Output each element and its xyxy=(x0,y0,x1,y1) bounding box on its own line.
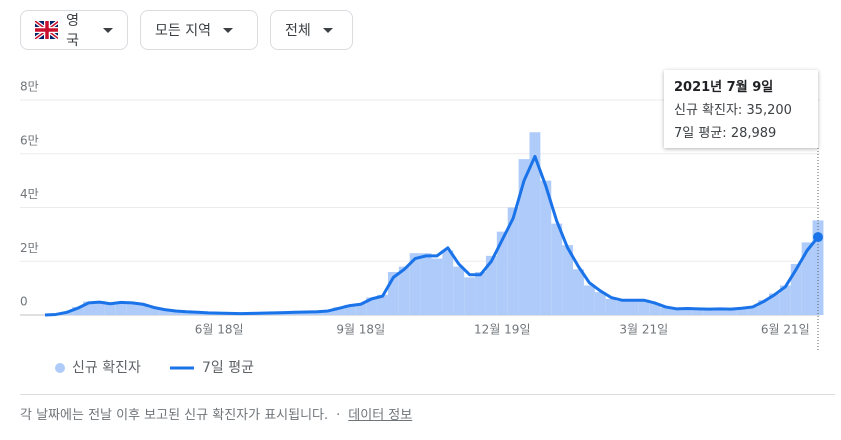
bar xyxy=(507,207,519,315)
bar xyxy=(605,298,617,315)
tooltip-value: 35,200 xyxy=(746,103,792,118)
bar xyxy=(170,311,182,315)
bar xyxy=(126,303,138,315)
bar xyxy=(551,223,563,315)
tooltip-value: 28,989 xyxy=(730,126,777,141)
x-tick-label: 9월 18일 xyxy=(336,323,385,337)
bar xyxy=(409,253,421,315)
bar xyxy=(485,255,497,315)
bar xyxy=(790,263,802,315)
x-tick-label: 6월 18일 xyxy=(195,323,244,337)
tooltip-title: 2021년 7월 9일 xyxy=(674,80,774,95)
x-tick-label: 6월 21일 xyxy=(761,323,810,337)
bar xyxy=(333,307,345,315)
x-tick-label: 3월 21일 xyxy=(619,323,668,337)
bar xyxy=(692,308,704,315)
bar xyxy=(583,285,595,315)
bar xyxy=(159,309,171,315)
bar xyxy=(725,309,737,315)
bar xyxy=(475,272,486,315)
bar xyxy=(540,180,552,315)
bar xyxy=(638,299,650,315)
bar xyxy=(649,303,661,315)
bar xyxy=(366,297,378,315)
separator: · xyxy=(336,408,341,423)
bar xyxy=(83,301,94,315)
bar xyxy=(703,309,715,315)
bar xyxy=(758,300,770,315)
bar xyxy=(801,242,813,315)
bar xyxy=(115,301,127,315)
bar xyxy=(779,285,791,315)
bar xyxy=(398,266,410,315)
bar xyxy=(747,306,759,315)
bar xyxy=(736,308,748,315)
hover-dot xyxy=(813,232,823,243)
bar xyxy=(72,306,84,315)
bar xyxy=(442,250,454,315)
bar xyxy=(562,245,574,315)
y-tick-label: 8만 xyxy=(20,80,39,94)
bar xyxy=(518,159,530,315)
bar xyxy=(322,310,334,315)
bar xyxy=(355,303,367,315)
tooltip-label: 신규 확진자: xyxy=(674,103,743,118)
bar xyxy=(496,231,508,315)
bar xyxy=(420,253,432,315)
bar xyxy=(714,308,726,315)
filter-label: 모든 지역 xyxy=(155,23,211,39)
bar xyxy=(812,220,824,315)
bar xyxy=(377,294,388,315)
filter-label: 영국 xyxy=(66,13,80,49)
bar xyxy=(137,304,149,315)
legend-label: 신규 확진자 xyxy=(72,360,141,376)
bar xyxy=(453,266,465,315)
legend-label: 7일 평균 xyxy=(202,360,254,376)
bar xyxy=(344,304,356,315)
uk-flag xyxy=(35,21,59,39)
filter-label: 전체 xyxy=(285,23,311,39)
bar xyxy=(660,307,672,315)
country-filter[interactable]: 영국 xyxy=(20,10,128,50)
legend-marker xyxy=(55,363,65,373)
x-tick-label: 12월 19일 xyxy=(474,323,530,337)
bar xyxy=(431,258,443,315)
bar xyxy=(387,272,399,315)
bar xyxy=(181,312,192,315)
bar xyxy=(671,309,682,315)
footer-note: 각 날짜에는 전날 이후 보고된 신규 확진자가 표시됩니다. xyxy=(20,408,329,423)
bar xyxy=(464,277,476,315)
footer: 각 날짜에는 전날 이후 보고된 신규 확진자가 표시됩니다. · 데이터 정보 xyxy=(20,394,835,423)
bar xyxy=(573,269,584,315)
bar xyxy=(529,132,541,315)
data-info-link[interactable]: 데이터 정보 xyxy=(348,408,413,423)
bar xyxy=(681,308,693,315)
bar xyxy=(769,293,780,315)
y-tick-label: 6만 xyxy=(20,133,39,147)
region-filter[interactable]: 모든 지역 xyxy=(140,10,258,50)
tooltip-row: 신규 확진자: 35,200 xyxy=(674,99,808,122)
bar xyxy=(594,292,606,315)
y-tick-label: 0 xyxy=(20,295,28,309)
bar xyxy=(148,308,160,315)
average-line xyxy=(44,154,820,317)
bar xyxy=(627,299,639,315)
bar xyxy=(104,304,116,315)
tooltip-row: 7일 평균: 28,989 xyxy=(674,122,808,145)
y-tick-label: 4만 xyxy=(20,187,39,201)
bar xyxy=(616,301,628,315)
range-filter[interactable]: 전체 xyxy=(270,10,353,50)
tooltip: 2021년 7월 9일 신규 확진자: 35,200 7일 평균: 28,989 xyxy=(664,70,818,148)
y-tick-label: 2만 xyxy=(20,241,39,255)
bar xyxy=(93,301,105,315)
tooltip-label: 7일 평균: xyxy=(674,126,727,141)
